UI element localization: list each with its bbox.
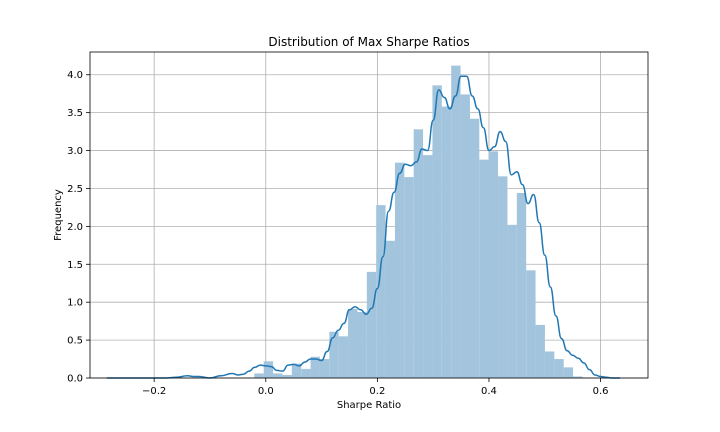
y-tick-label: 0.5 — [67, 336, 83, 347]
histogram-bars — [254, 65, 583, 378]
histogram-bar — [498, 176, 508, 378]
y-tick-label: 4.0 — [67, 70, 83, 81]
histogram-bar — [563, 367, 574, 378]
histogram-bar — [451, 65, 461, 378]
histogram-bar — [301, 368, 311, 378]
histogram-bar — [554, 359, 564, 378]
plot-frame — [89, 51, 649, 379]
histogram-bar — [376, 205, 386, 378]
histogram-bar — [544, 351, 555, 378]
histogram-bar — [310, 356, 320, 378]
histogram-bar — [319, 359, 330, 378]
x-tick-label: 0.0 — [258, 386, 274, 397]
histogram-bar — [441, 106, 452, 378]
y-tick-label: 1.5 — [67, 260, 83, 271]
histogram-bar — [479, 159, 489, 378]
y-tick-label: 3.0 — [67, 146, 83, 157]
kde-curve — [106, 75, 621, 379]
histogram-bar — [404, 177, 414, 378]
histogram-bar — [329, 331, 339, 378]
histogram-bar — [366, 271, 377, 378]
x-axis-label: Sharpe Ratio — [337, 400, 401, 411]
histogram-bar — [535, 324, 545, 378]
histogram-bar — [516, 193, 527, 378]
kde-curve-layer — [106, 75, 621, 379]
histogram-bar — [469, 118, 480, 378]
x-tick-label: −0.2 — [142, 386, 166, 397]
axis-ticks: −0.2 0.0 0.2 0.4 0.6 0.0 0.5 1.0 1.5 2.0 2.5 3.0 3.5… — [67, 70, 608, 397]
histogram-bar — [573, 376, 583, 378]
histogram-bar — [291, 363, 302, 378]
histogram-bar — [507, 224, 517, 378]
y-tick-label: 1.0 — [67, 298, 83, 309]
histogram-bar — [413, 129, 424, 378]
histogram-bar — [254, 373, 264, 378]
x-tick-label: 0.6 — [593, 386, 609, 397]
y-tick-label: 0.0 — [67, 374, 83, 385]
y-tick-label: 2.5 — [67, 184, 83, 195]
chart-title: Distribution of Max Sharpe Ratios — [268, 35, 469, 49]
histogram-bar — [338, 336, 349, 378]
histogram-bar — [460, 94, 470, 378]
histogram-bar — [526, 270, 536, 378]
histogram-bar — [488, 151, 499, 378]
histogram-bar — [394, 162, 405, 378]
x-tick-label: 0.4 — [481, 386, 497, 397]
histogram-bar — [348, 309, 358, 378]
histogram-bar — [263, 361, 274, 378]
y-tick-label: 2.0 — [67, 222, 83, 233]
histogram-bar — [423, 155, 433, 378]
y-tick-label: 3.5 — [67, 108, 83, 119]
y-axis-label: Frequency — [53, 189, 64, 241]
histogram-bar — [385, 240, 395, 378]
histogram-bar — [432, 85, 442, 378]
histogram-bar — [282, 374, 292, 378]
histogram-bar — [273, 373, 283, 378]
histogram-bar — [357, 312, 367, 378]
x-tick-label: 0.2 — [369, 386, 385, 397]
